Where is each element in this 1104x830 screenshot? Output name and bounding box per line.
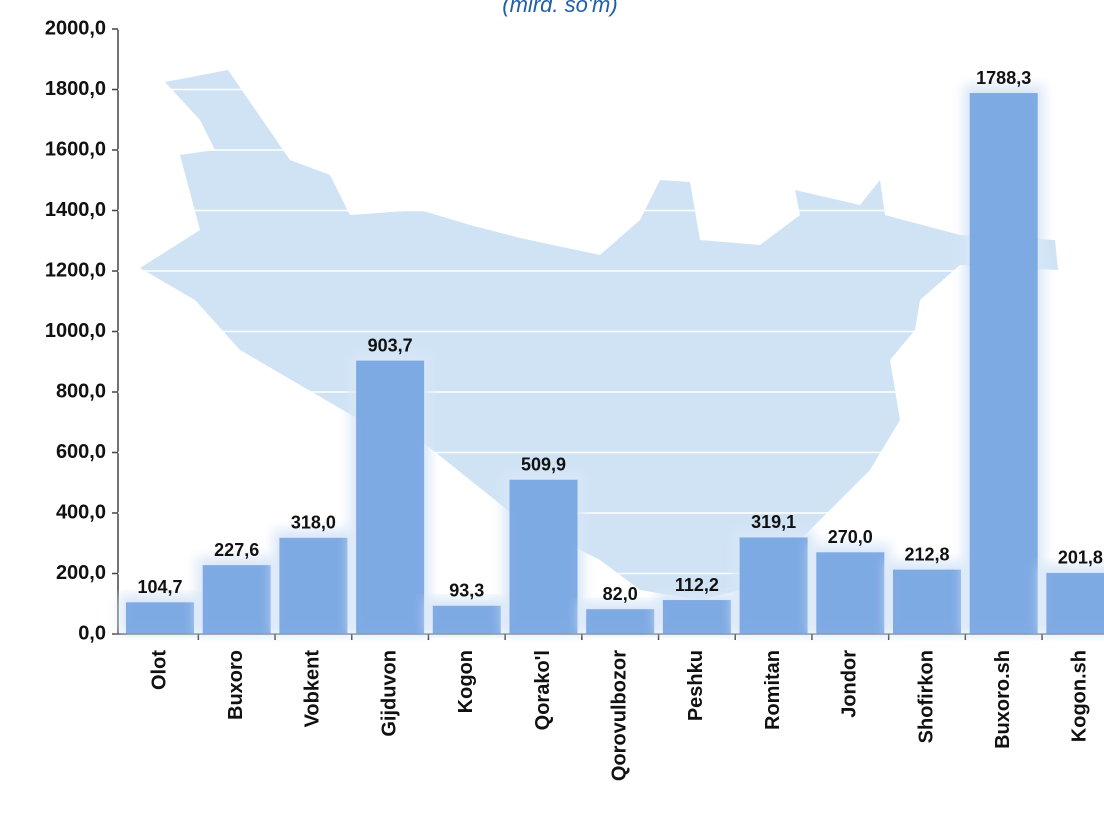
bar — [739, 537, 808, 634]
x-tick-label: Peshku — [685, 650, 707, 721]
bar — [279, 537, 348, 634]
x-tick-label: Kogon — [455, 650, 477, 713]
value-label: 212,8 — [904, 544, 949, 564]
y-tick-label: 800,0 — [56, 380, 106, 402]
value-label: 82,0 — [603, 584, 638, 604]
bar — [509, 479, 578, 634]
value-label: 104,7 — [137, 577, 182, 597]
x-tick-label: Qorako'l — [532, 650, 554, 730]
value-label: 319,1 — [751, 512, 796, 532]
value-label: 201,8 — [1058, 548, 1103, 568]
chart-subtitle: (mlrd. so'm) — [502, 0, 617, 17]
x-tick-label: Jondor — [839, 650, 861, 718]
x-tick-label: Qorovulbozor — [608, 650, 630, 781]
y-tick-label: 1200,0 — [45, 259, 106, 281]
bar — [202, 565, 271, 634]
y-tick-label: 2000,0 — [45, 17, 106, 39]
y-tick-label: 1600,0 — [45, 138, 106, 160]
bar — [586, 609, 655, 634]
bar — [816, 552, 885, 634]
x-tick-label: Kogon.sh — [1069, 650, 1091, 742]
x-tick-label: Shofirkon — [915, 650, 937, 743]
bar — [969, 93, 1038, 635]
x-tick-label: Vobkent — [302, 650, 324, 728]
bar — [356, 360, 425, 634]
bar — [893, 569, 961, 634]
y-tick-label: 1800,0 — [45, 78, 106, 100]
value-label: 227,6 — [214, 540, 259, 560]
value-label: 509,9 — [521, 455, 566, 475]
value-label: 112,2 — [675, 575, 719, 595]
y-tick-label: 1000,0 — [45, 320, 106, 342]
value-label: 903,7 — [368, 335, 413, 355]
x-tick-label: Romitan — [762, 650, 784, 730]
x-tick-label: Buxoro.sh — [992, 650, 1014, 749]
y-tick-label: 0,0 — [78, 622, 106, 644]
bar — [662, 600, 731, 634]
x-tick-label: Gijduvon — [378, 650, 400, 737]
y-tick-label: 200,0 — [56, 562, 106, 584]
x-tick-label: Olot — [148, 650, 170, 690]
bar — [1046, 572, 1104, 634]
map-background — [140, 70, 1058, 600]
value-label: 93,3 — [449, 581, 484, 601]
value-label: 318,0 — [291, 513, 336, 533]
bar — [126, 602, 194, 634]
value-label: 270,0 — [828, 527, 873, 547]
y-tick-label: 1400,0 — [45, 199, 106, 221]
bar — [432, 605, 501, 634]
x-tick-label: Buxoro — [225, 650, 247, 720]
y-tick-label: 400,0 — [56, 501, 106, 523]
value-label: 1788,3 — [976, 68, 1031, 88]
y-tick-label: 600,0 — [56, 441, 106, 463]
